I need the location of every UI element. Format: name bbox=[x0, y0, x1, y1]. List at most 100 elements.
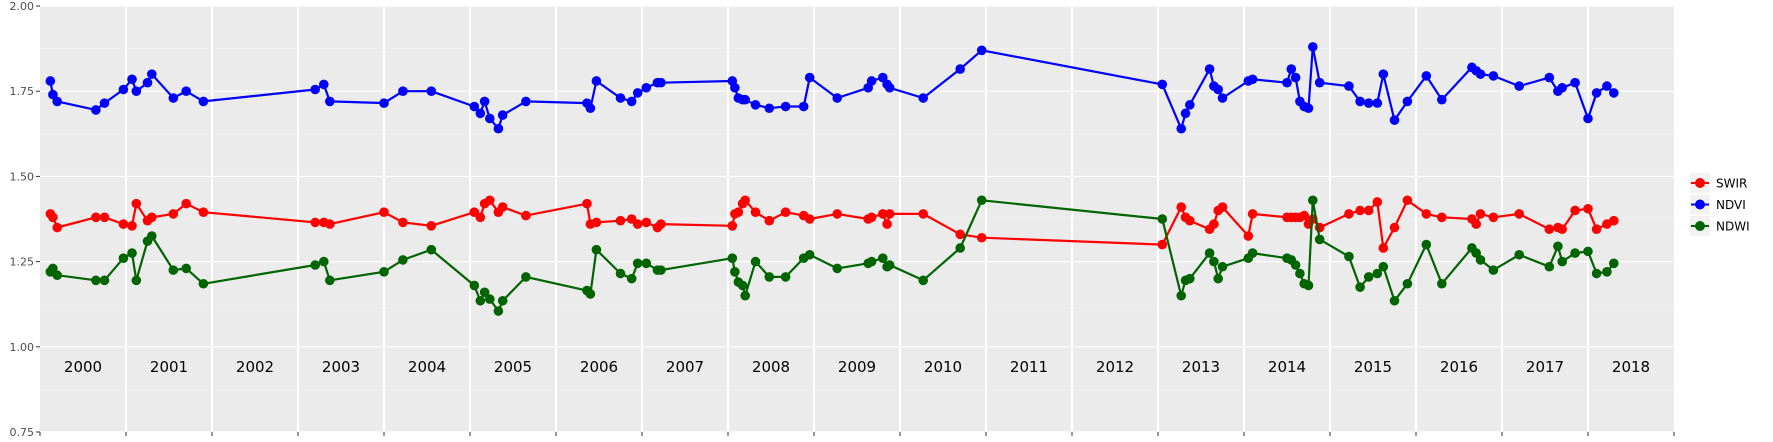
ndvi-point bbox=[118, 84, 129, 95]
year-labels: 2000 2001 2002 2003 2004 2005 2006 2007 2008 2009… bbox=[64, 358, 1650, 376]
ndwi-point bbox=[1378, 261, 1389, 272]
swir-point bbox=[48, 212, 58, 223]
ndwi-point bbox=[1303, 280, 1314, 291]
ndvi-point bbox=[804, 72, 815, 83]
ndvi-point bbox=[1282, 77, 1292, 88]
ndvi-point bbox=[319, 79, 329, 90]
swir-point bbox=[1157, 239, 1168, 250]
ndwi-point bbox=[918, 275, 929, 286]
year-label: 2016 bbox=[1440, 358, 1478, 376]
year-label: 2015 bbox=[1354, 358, 1392, 376]
ndvi-point bbox=[1570, 77, 1580, 88]
ndvi-point bbox=[99, 98, 110, 108]
ndvi-point bbox=[632, 88, 643, 98]
ndvi-point bbox=[1344, 81, 1354, 91]
ndwi-point bbox=[1570, 248, 1580, 258]
ndwi-point bbox=[1247, 248, 1258, 258]
ndvi-point bbox=[730, 82, 740, 93]
ndwi-point bbox=[1185, 273, 1195, 284]
swir-point bbox=[1247, 209, 1258, 219]
ndwi-point bbox=[1402, 278, 1413, 289]
ndvi-point bbox=[1217, 93, 1228, 103]
swir-point bbox=[1570, 205, 1580, 216]
ndvi-point bbox=[1602, 81, 1612, 91]
year-label: 2009 bbox=[838, 358, 876, 376]
ndwi-point bbox=[1308, 195, 1318, 206]
ndvi-point bbox=[1308, 42, 1318, 52]
ndwi-point bbox=[866, 256, 877, 267]
ndwi-point bbox=[750, 256, 761, 267]
ndvi-point bbox=[479, 96, 490, 107]
swir-point bbox=[866, 212, 877, 223]
swir-point bbox=[733, 207, 744, 217]
swir-point bbox=[804, 214, 815, 224]
ndvi-point bbox=[1185, 100, 1195, 110]
ndwi-point bbox=[325, 275, 335, 286]
legend: SWIR NDVI NDWI bbox=[1690, 173, 1750, 236]
legend-label-ndvi: NDVI bbox=[1716, 198, 1746, 212]
ndwi-point bbox=[1355, 282, 1365, 292]
ndwi-point bbox=[764, 272, 775, 282]
ndvi-point bbox=[591, 76, 602, 86]
ndvi-point bbox=[469, 101, 480, 112]
swir-point bbox=[1378, 243, 1389, 253]
ndwi-point bbox=[426, 244, 437, 255]
ndwi-point bbox=[878, 253, 888, 263]
ndwi-point bbox=[656, 265, 666, 275]
ndwi-point bbox=[727, 253, 738, 263]
ndvi-point bbox=[127, 74, 137, 85]
y-tick-label: 1.25 bbox=[10, 256, 35, 269]
swir-point bbox=[832, 209, 843, 219]
ndwi-point bbox=[398, 255, 408, 265]
ndvi-point bbox=[1176, 123, 1187, 134]
legend-label-ndwi: NDWI bbox=[1716, 220, 1750, 234]
ndvi-point bbox=[1372, 98, 1383, 108]
ndwi-point bbox=[521, 272, 531, 282]
swir-point bbox=[497, 202, 508, 212]
ndwi-point bbox=[479, 287, 490, 298]
ndwi-point bbox=[1295, 268, 1305, 279]
swir-point bbox=[641, 217, 652, 228]
swir-point bbox=[727, 221, 738, 231]
swir-point bbox=[955, 229, 965, 240]
ndwi-point bbox=[832, 263, 843, 274]
swir-point bbox=[1514, 209, 1524, 219]
ndwi-point bbox=[475, 295, 486, 306]
ndvi-point bbox=[740, 94, 750, 105]
ndvi-point bbox=[1488, 71, 1499, 81]
ndwi-point bbox=[804, 249, 815, 260]
year-label: 2006 bbox=[580, 358, 618, 376]
ndwi-point bbox=[1609, 258, 1619, 269]
ndwi-point bbox=[319, 256, 329, 267]
x-axis bbox=[39, 432, 1675, 436]
ndwi-point bbox=[1314, 234, 1325, 245]
swir-point bbox=[1243, 231, 1254, 241]
swir-point bbox=[1355, 205, 1365, 216]
swir-point bbox=[99, 212, 110, 223]
ndvi-point bbox=[1421, 71, 1432, 81]
ndvi-point bbox=[641, 82, 652, 93]
swir-point bbox=[475, 212, 486, 223]
swir-point bbox=[615, 215, 626, 226]
ndvi-point bbox=[1286, 64, 1297, 74]
ndvi-point bbox=[866, 76, 877, 86]
ndwi-point bbox=[1157, 214, 1168, 224]
ndvi-point bbox=[1591, 88, 1602, 98]
ndvi-point bbox=[656, 77, 666, 88]
legend-point-ndwi bbox=[1695, 221, 1705, 231]
swir-point bbox=[52, 222, 62, 233]
ndvi-point bbox=[1609, 88, 1619, 98]
swir-point bbox=[740, 195, 750, 206]
y-tick-label: 2.00 bbox=[10, 0, 35, 13]
ndvi-point bbox=[780, 101, 791, 112]
swir-point bbox=[656, 219, 666, 229]
ndvi-point bbox=[585, 103, 596, 114]
swir-point bbox=[379, 207, 389, 217]
ndwi-point bbox=[1344, 251, 1354, 262]
ndwi-point bbox=[1421, 239, 1432, 250]
ndwi-point bbox=[955, 243, 965, 253]
ndvi-point bbox=[497, 110, 508, 120]
swir-point bbox=[131, 198, 142, 209]
swir-point bbox=[181, 198, 191, 209]
swir-point bbox=[127, 221, 137, 231]
